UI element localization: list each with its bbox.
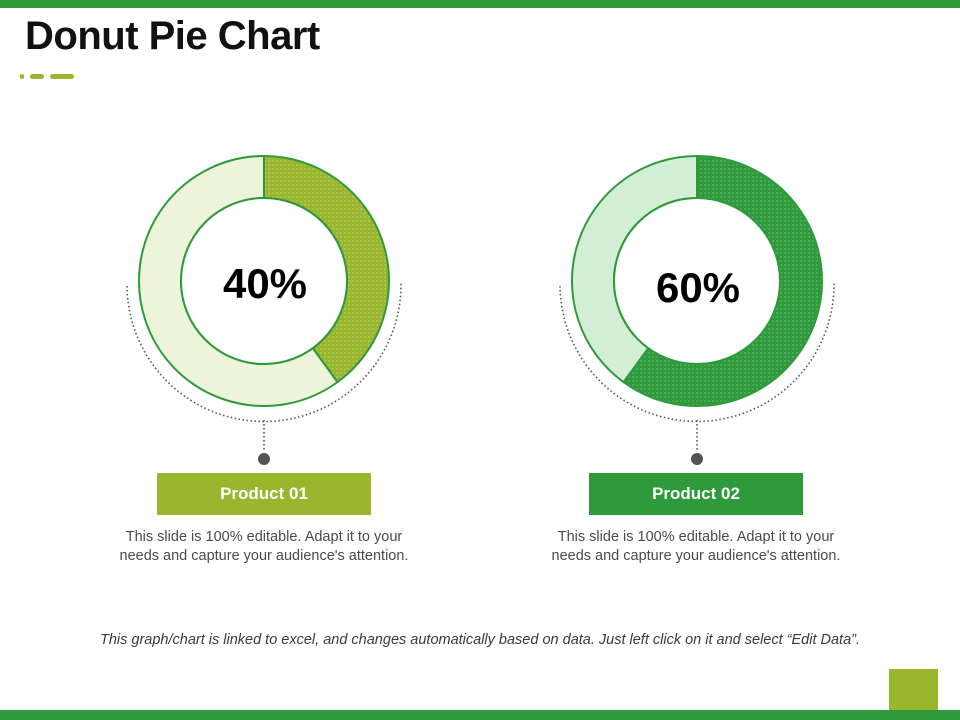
corner-accent-square xyxy=(889,669,938,716)
donut-2-hole xyxy=(613,197,781,365)
title-underline-decoration xyxy=(20,72,80,80)
center-label-product-02: 60% xyxy=(655,264,741,311)
product-02-description: This slide is 100% editable. Adapt it to… xyxy=(551,529,841,564)
connector-dot-product-01 xyxy=(258,453,270,465)
donut-chart-product-01[interactable] xyxy=(126,154,402,465)
dotted-arc-product-02 xyxy=(559,282,835,423)
bottom-accent-bar xyxy=(0,710,960,720)
page-title: Donut Pie Chart xyxy=(25,14,320,58)
donut-chart-product-02[interactable] xyxy=(559,154,835,465)
product-02-label: Product 02 xyxy=(589,473,803,515)
product-01-label: Product 01 xyxy=(157,473,371,515)
connector-dot-product-02 xyxy=(691,453,703,465)
donut-1-hole xyxy=(180,197,348,365)
dotted-arc-product-01 xyxy=(126,282,402,423)
product-01-description: This slide is 100% editable. Adapt it to… xyxy=(119,529,409,564)
top-accent-bar xyxy=(0,0,960,8)
center-label-product-01: 40% xyxy=(222,260,308,307)
footnote: This graph/chart is linked to excel, and… xyxy=(99,632,861,648)
